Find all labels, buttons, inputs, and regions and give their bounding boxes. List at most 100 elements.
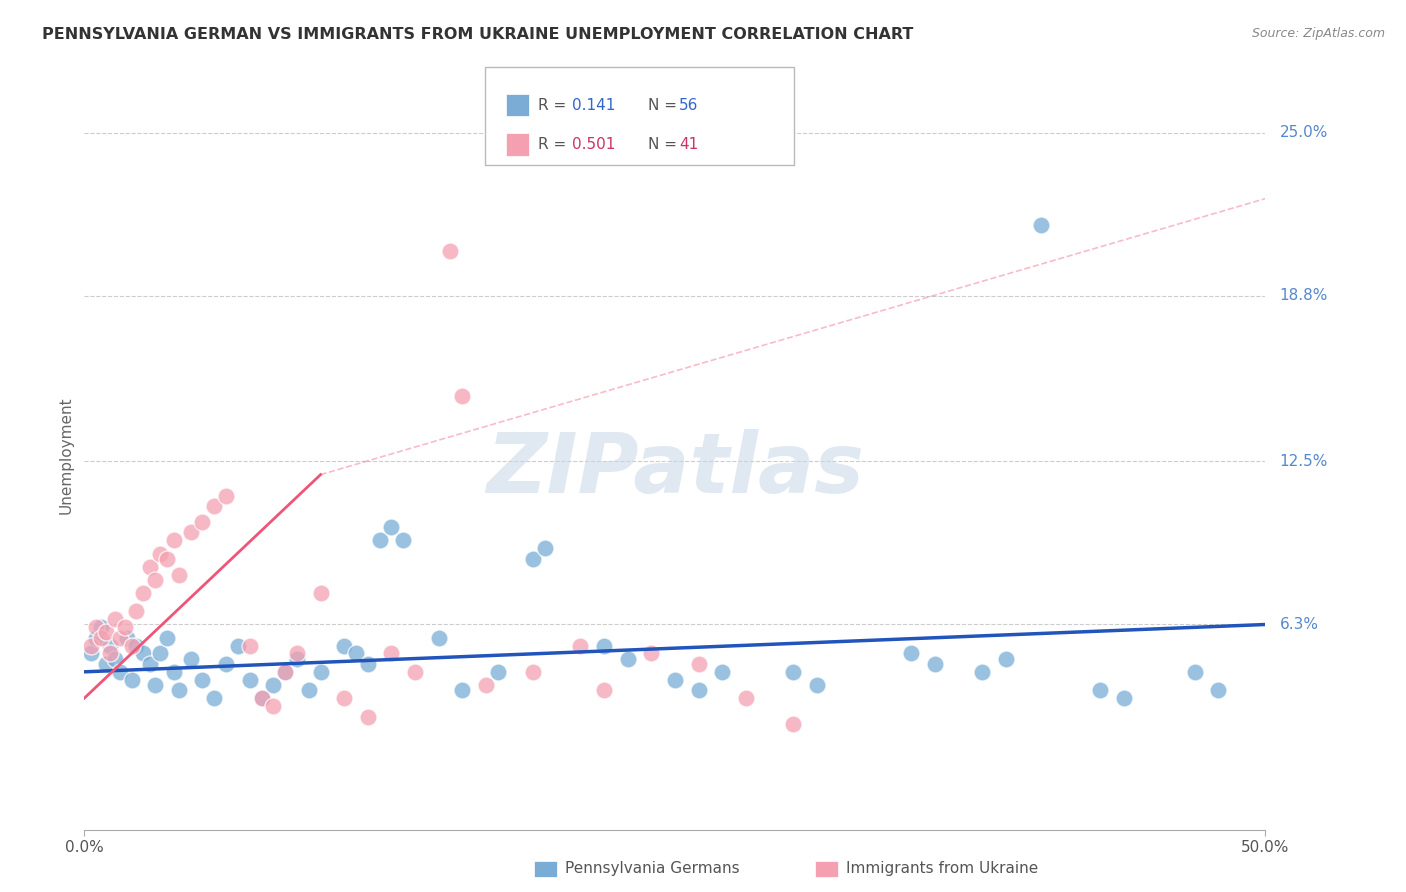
Point [688, 657, 710, 671]
Point [163, 665, 186, 679]
Text: PENNSYLVANIA GERMAN VS IMMIGRANTS FROM UKRAINE UNEMPLOYMENT CORRELATION CHART: PENNSYLVANIA GERMAN VS IMMIGRANTS FROM U… [42, 27, 914, 42]
Point [640, 647, 662, 661]
Point [404, 665, 426, 679]
Point [80, 647, 103, 661]
Point [132, 586, 155, 600]
Point [711, 665, 734, 679]
Text: 0.141: 0.141 [572, 98, 616, 112]
Point [593, 683, 616, 698]
Point [202, 691, 225, 706]
Point [333, 691, 356, 706]
Point [239, 673, 262, 687]
Point [149, 547, 172, 561]
Point [593, 639, 616, 653]
Text: 41: 41 [679, 137, 699, 152]
Point [994, 651, 1017, 665]
Point [357, 657, 380, 671]
Point [298, 683, 321, 698]
Point [139, 559, 162, 574]
Point [285, 647, 308, 661]
Point [486, 665, 509, 679]
Point [125, 639, 148, 653]
Point [180, 651, 202, 665]
Point [215, 489, 238, 503]
Text: 12.5%: 12.5% [1279, 454, 1327, 469]
Point [115, 631, 138, 645]
Point [970, 665, 993, 679]
Text: Immigrants from Ukraine: Immigrants from Ukraine [846, 862, 1039, 876]
Point [688, 683, 710, 698]
Point [156, 551, 179, 566]
Point [285, 651, 308, 665]
Point [98, 647, 121, 661]
Point [380, 647, 402, 661]
Point [451, 683, 474, 698]
Point [94, 625, 117, 640]
Point [900, 647, 922, 661]
Point [149, 647, 172, 661]
Point [108, 665, 131, 679]
Point [84, 620, 107, 634]
Point [143, 573, 166, 587]
Point [80, 639, 103, 653]
Text: Source: ZipAtlas.com: Source: ZipAtlas.com [1251, 27, 1385, 40]
Point [167, 683, 190, 698]
Point [333, 639, 356, 653]
Point [94, 657, 117, 671]
Y-axis label: Unemployment: Unemployment [58, 396, 73, 514]
Point [534, 541, 557, 556]
Point [274, 665, 297, 679]
Point [163, 533, 186, 548]
Point [475, 678, 498, 692]
Text: R =: R = [538, 98, 572, 112]
Point [782, 717, 804, 731]
Point [357, 709, 380, 723]
Point [782, 665, 804, 679]
Text: Pennsylvania Germans: Pennsylvania Germans [565, 862, 740, 876]
Text: 56: 56 [679, 98, 699, 112]
Point [1206, 683, 1229, 698]
Point [239, 639, 262, 653]
Point [806, 678, 828, 692]
Text: 0.501: 0.501 [572, 137, 616, 152]
Text: R =: R = [538, 137, 572, 152]
Point [427, 631, 450, 645]
Text: 18.8%: 18.8% [1279, 288, 1327, 303]
Point [202, 499, 225, 513]
Point [90, 620, 112, 634]
Point [1112, 691, 1135, 706]
Point [439, 244, 461, 259]
Point [924, 657, 946, 671]
Point [104, 612, 127, 626]
Point [121, 639, 143, 653]
Point [262, 698, 284, 713]
Text: ZIPatlas: ZIPatlas [486, 429, 863, 510]
Point [368, 533, 391, 548]
Point [274, 665, 297, 679]
Point [522, 665, 544, 679]
Point [734, 691, 756, 706]
Point [125, 604, 148, 618]
Text: N =: N = [648, 137, 682, 152]
Point [309, 665, 332, 679]
Point [309, 586, 332, 600]
Point [522, 551, 544, 566]
Point [664, 673, 686, 687]
Point [143, 678, 166, 692]
Point [250, 691, 273, 706]
Point [1088, 683, 1111, 698]
Point [90, 631, 112, 645]
Point [250, 691, 273, 706]
Point [139, 657, 162, 671]
Point [191, 673, 214, 687]
Point [104, 651, 127, 665]
Point [616, 651, 638, 665]
Point [569, 639, 592, 653]
Point [262, 678, 284, 692]
Point [114, 620, 136, 634]
Point [156, 631, 179, 645]
Point [1184, 665, 1206, 679]
Point [215, 657, 238, 671]
Text: 6.3%: 6.3% [1279, 617, 1319, 632]
Point [121, 673, 143, 687]
